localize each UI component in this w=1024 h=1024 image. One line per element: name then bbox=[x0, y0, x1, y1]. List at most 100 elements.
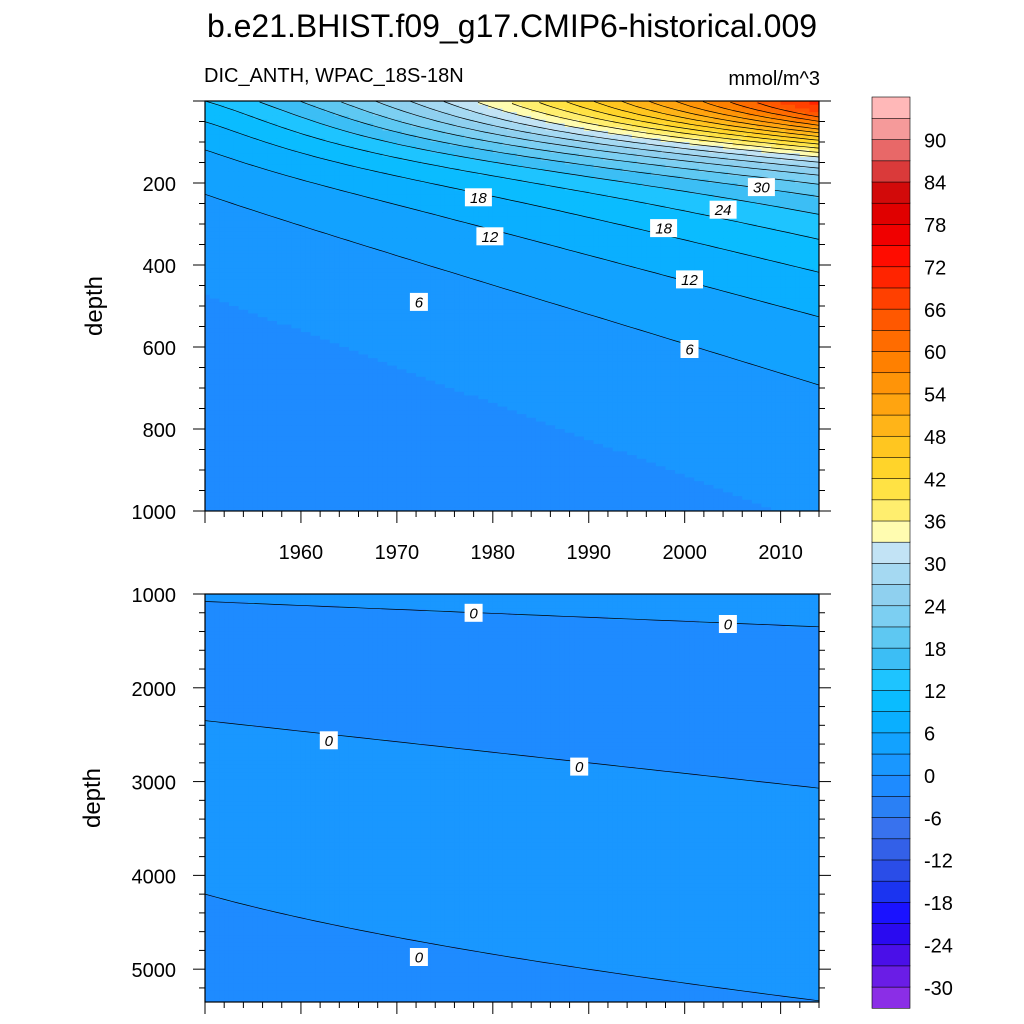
contour-cell bbox=[579, 183, 585, 188]
contour-cell bbox=[387, 175, 393, 180]
contour-cell bbox=[300, 160, 307, 165]
contour-cell bbox=[516, 127, 523, 132]
contour-cell bbox=[281, 171, 288, 177]
contour-cell bbox=[545, 238, 551, 244]
contour-cell bbox=[766, 171, 772, 177]
contour-cell bbox=[564, 119, 571, 124]
contour-cell bbox=[780, 130, 787, 136]
contour-cell bbox=[732, 179, 739, 184]
contour-cell bbox=[795, 231, 801, 236]
contour-cell bbox=[358, 212, 364, 218]
contour-cell bbox=[766, 205, 772, 210]
contour-cell bbox=[655, 134, 662, 139]
contour-cell bbox=[459, 175, 465, 180]
contour-cell bbox=[372, 104, 379, 110]
contour-cell bbox=[430, 123, 436, 128]
contour-cell bbox=[262, 183, 268, 188]
contour-cell bbox=[675, 205, 681, 210]
contour-cell bbox=[358, 153, 364, 158]
contour-cell bbox=[559, 171, 566, 177]
contour-cell bbox=[392, 153, 398, 158]
contour-cell bbox=[545, 183, 551, 188]
contour-cell bbox=[358, 160, 364, 165]
contour-cell bbox=[291, 242, 297, 247]
contour-cell bbox=[377, 235, 384, 240]
contour-cell bbox=[382, 119, 388, 124]
contour-cell bbox=[670, 216, 676, 221]
contour-cell bbox=[646, 220, 652, 225]
contour-cell bbox=[627, 216, 633, 221]
contour-cell bbox=[444, 220, 451, 225]
contour-cell bbox=[809, 171, 815, 177]
contour-cell bbox=[205, 101, 211, 106]
contour-cell bbox=[646, 190, 652, 195]
contour-cell bbox=[612, 190, 619, 195]
contour-cell bbox=[228, 130, 235, 136]
contour-cell bbox=[809, 156, 815, 162]
contour-cell bbox=[713, 183, 719, 188]
contour-cell bbox=[756, 168, 763, 173]
contour-cell bbox=[775, 119, 782, 124]
contour-cell bbox=[747, 142, 753, 147]
contour-cell bbox=[358, 186, 364, 192]
contour-cell bbox=[579, 197, 585, 203]
contour-cell bbox=[320, 175, 326, 180]
contour-cell bbox=[387, 227, 393, 233]
contour-cell bbox=[502, 194, 508, 199]
contour-cell bbox=[468, 212, 475, 218]
contour-cell bbox=[425, 130, 432, 136]
contour-cell bbox=[488, 209, 494, 214]
contour-cell bbox=[507, 104, 513, 110]
contour-cell bbox=[675, 212, 681, 218]
contour-cell bbox=[579, 108, 585, 113]
contour-cell bbox=[574, 101, 580, 106]
contour-cell bbox=[435, 112, 441, 117]
contour-cell bbox=[593, 186, 599, 192]
contour-cell bbox=[665, 149, 671, 154]
contour-cell bbox=[641, 175, 647, 180]
contour-cell bbox=[684, 138, 691, 143]
contour-cell bbox=[339, 171, 345, 177]
contour-cell bbox=[569, 123, 575, 128]
contour-cell bbox=[238, 115, 244, 121]
contour-cell bbox=[809, 134, 815, 139]
contour-cell bbox=[756, 153, 763, 158]
contour-cell bbox=[363, 160, 369, 165]
contour-cell bbox=[238, 104, 244, 110]
contour-cell bbox=[262, 224, 268, 229]
contour-cell bbox=[401, 149, 408, 154]
contour-cell bbox=[310, 156, 316, 162]
contour-cell bbox=[286, 212, 292, 218]
contour-cell bbox=[804, 179, 811, 184]
contour-cell bbox=[243, 123, 249, 128]
contour-cell bbox=[612, 224, 619, 229]
contour-cell bbox=[622, 138, 628, 143]
contour-cell bbox=[799, 197, 806, 203]
contour-cell bbox=[252, 194, 259, 199]
contour-cell bbox=[588, 112, 595, 117]
contour-cell bbox=[334, 108, 340, 113]
contour-cell bbox=[205, 238, 211, 244]
contour-cell bbox=[272, 179, 278, 184]
contour-cell bbox=[286, 209, 292, 214]
contour-cell bbox=[751, 160, 758, 165]
contour-cell bbox=[382, 171, 388, 177]
contour-cell bbox=[296, 227, 302, 233]
contour-cell bbox=[348, 224, 355, 229]
contour-cell bbox=[372, 212, 379, 218]
contour-cell bbox=[670, 108, 676, 113]
contour-cell bbox=[449, 201, 456, 206]
contour-cell bbox=[799, 160, 806, 165]
contour-cell bbox=[814, 224, 819, 229]
contour-cell bbox=[718, 153, 724, 158]
contour-cell bbox=[742, 183, 748, 188]
contour-cell bbox=[708, 190, 715, 195]
contour-cell bbox=[713, 186, 719, 192]
contour-cell bbox=[598, 108, 604, 113]
contour-cell bbox=[579, 153, 585, 158]
contour-cell bbox=[478, 183, 484, 188]
contour-cell bbox=[512, 153, 518, 158]
contour-cell bbox=[598, 134, 604, 139]
contour-cell bbox=[296, 238, 302, 244]
contour-cell bbox=[737, 145, 743, 151]
